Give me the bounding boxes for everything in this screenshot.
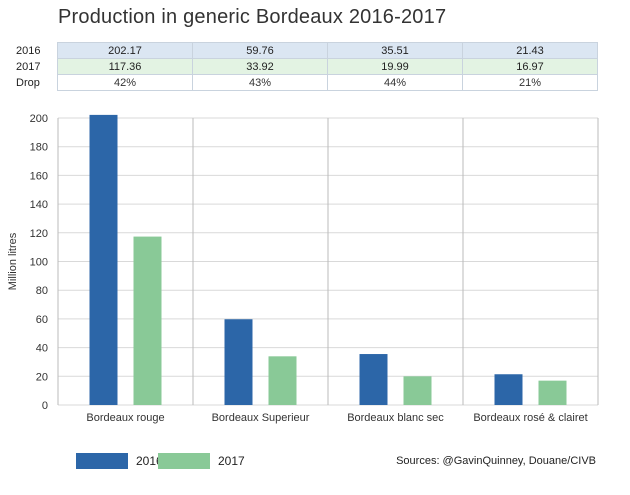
bar-2017 — [268, 356, 297, 405]
bar-2017 — [538, 380, 567, 405]
table-cell: 42% — [57, 74, 193, 91]
source-note: Sources: @GavinQuinney, Douane/CIVB — [396, 455, 596, 467]
bar-2016 — [89, 114, 118, 405]
row-label: 2017 — [16, 60, 41, 73]
table-cell: 19.99 — [327, 58, 463, 75]
table-row: Drop 42% 43% 44% 21% — [14, 74, 598, 91]
x-tick-label: Bordeaux blanc sec — [347, 412, 444, 424]
table-row: 2016 202.17 59.76 35.51 21.43 — [14, 42, 598, 59]
y-tick-label: 200 — [30, 113, 48, 125]
legend-item-2017: 2017 — [158, 453, 245, 469]
bar-2016 — [494, 374, 523, 405]
legend-item-2016: 2016 — [76, 453, 163, 469]
table-cell: 21% — [462, 74, 598, 91]
legend-label: 2016 — [136, 454, 163, 468]
y-tick-label: 80 — [36, 285, 48, 297]
legend-swatch — [76, 453, 128, 469]
y-axis-label: Million litres — [7, 232, 19, 290]
y-tick-label: 20 — [36, 371, 48, 383]
table-row: 2017 117.36 33.92 19.99 16.97 — [14, 58, 598, 75]
legend-label: 2017 — [218, 454, 245, 468]
table-cell: 117.36 — [57, 58, 193, 75]
y-tick-label: 0 — [42, 400, 48, 412]
legend-swatch — [158, 453, 210, 469]
y-tick-label: 140 — [30, 199, 48, 211]
table-cell: 35.51 — [327, 42, 463, 59]
x-tick-label: Bordeaux Superieur — [212, 412, 310, 424]
y-tick-label: 100 — [30, 257, 48, 269]
table-cell: 44% — [327, 74, 463, 91]
table-cell: 21.43 — [462, 42, 598, 59]
bar-2016 — [359, 354, 388, 405]
y-tick-label: 160 — [30, 170, 48, 182]
y-tick-label: 60 — [36, 314, 48, 326]
table-cell: 16.97 — [462, 58, 598, 75]
table-cell: 43% — [192, 74, 328, 91]
y-tick-label: 40 — [36, 343, 48, 355]
y-tick-label: 180 — [30, 142, 48, 154]
table-cell: 202.17 — [57, 42, 193, 59]
y-tick-label: 120 — [30, 228, 48, 240]
bar-2016 — [224, 319, 253, 405]
bar-2017 — [133, 236, 162, 405]
summary-table: 2016 202.17 59.76 35.51 21.43 2017 117.3… — [14, 42, 598, 91]
row-label: Drop — [16, 76, 40, 89]
table-cell: 59.76 — [192, 42, 328, 59]
x-tick-label: Bordeaux rouge — [86, 412, 164, 424]
bar-2017 — [403, 376, 432, 405]
x-tick-label: Bordeaux rosé & clairet — [473, 412, 587, 424]
row-label: 2016 — [16, 44, 41, 57]
chart-title: Production in generic Bordeaux 2016-2017 — [58, 6, 447, 28]
